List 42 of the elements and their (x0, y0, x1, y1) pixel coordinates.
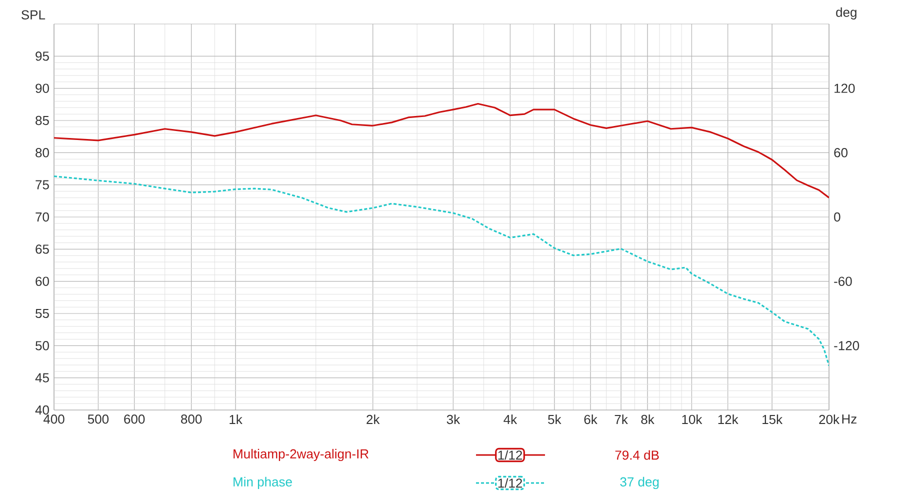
text: 1/12 (498, 478, 522, 488)
x-tick-label: 20k (819, 414, 840, 424)
y-tick-label: 65 (36, 244, 49, 254)
y2-tick-label: 0 (834, 212, 840, 222)
y-tick-label: 45 (35, 373, 49, 382)
x-tick-label: 800 (181, 414, 202, 424)
y-tick-label: 60 (36, 276, 49, 286)
y-axis-title: SPL (22, 10, 46, 20)
y2-tick-label: 60 (834, 148, 848, 158)
text: Min phase (234, 476, 292, 490)
x-tick-label: 600 (124, 414, 145, 424)
text: Multiamp-2way-align-IR (234, 448, 368, 462)
y2-tick-label: 120 (834, 84, 855, 93)
x-tick-label: 400 (43, 414, 64, 424)
y-tick-label: 50 (36, 341, 49, 350)
y2-axis-title: deg (836, 7, 856, 20)
y-tick-label: 75 (36, 180, 49, 190)
y-tick-label: 85 (36, 116, 49, 126)
x-tick-label: 1k (230, 414, 242, 424)
y2-tick-label: -60 (834, 276, 852, 286)
y-tick-label: 55 (36, 308, 49, 318)
x-tick-label: 10k (682, 414, 702, 424)
text: 1/12 (498, 450, 522, 460)
y-tick-label: 80 (36, 148, 49, 158)
y-tick-label: 70 (36, 212, 49, 222)
x-tick-label: 6k (584, 414, 598, 424)
x-tick-label: 2k (366, 414, 380, 424)
x-tick-label: 5k (548, 414, 562, 424)
x-tick-label: 8k (641, 414, 654, 424)
y2-tick-label: -120 (834, 341, 860, 350)
y-tick-label: 95 (36, 52, 49, 61)
x-tick-label: 4k (504, 414, 518, 424)
x-tick-label: 500 (88, 414, 109, 424)
y-tick-label: 40 (35, 405, 49, 415)
text: 37 deg (620, 476, 659, 490)
x-tick-label: 12k (718, 414, 738, 424)
x-tick-label: 3k (446, 414, 460, 424)
y-tick-label: 90 (36, 84, 49, 93)
x-axis-title: Hz (842, 414, 856, 424)
x-tick-label: 15k (762, 414, 783, 424)
text: 79.4 dB (615, 450, 659, 460)
x-tick-label: 7k (614, 414, 628, 424)
